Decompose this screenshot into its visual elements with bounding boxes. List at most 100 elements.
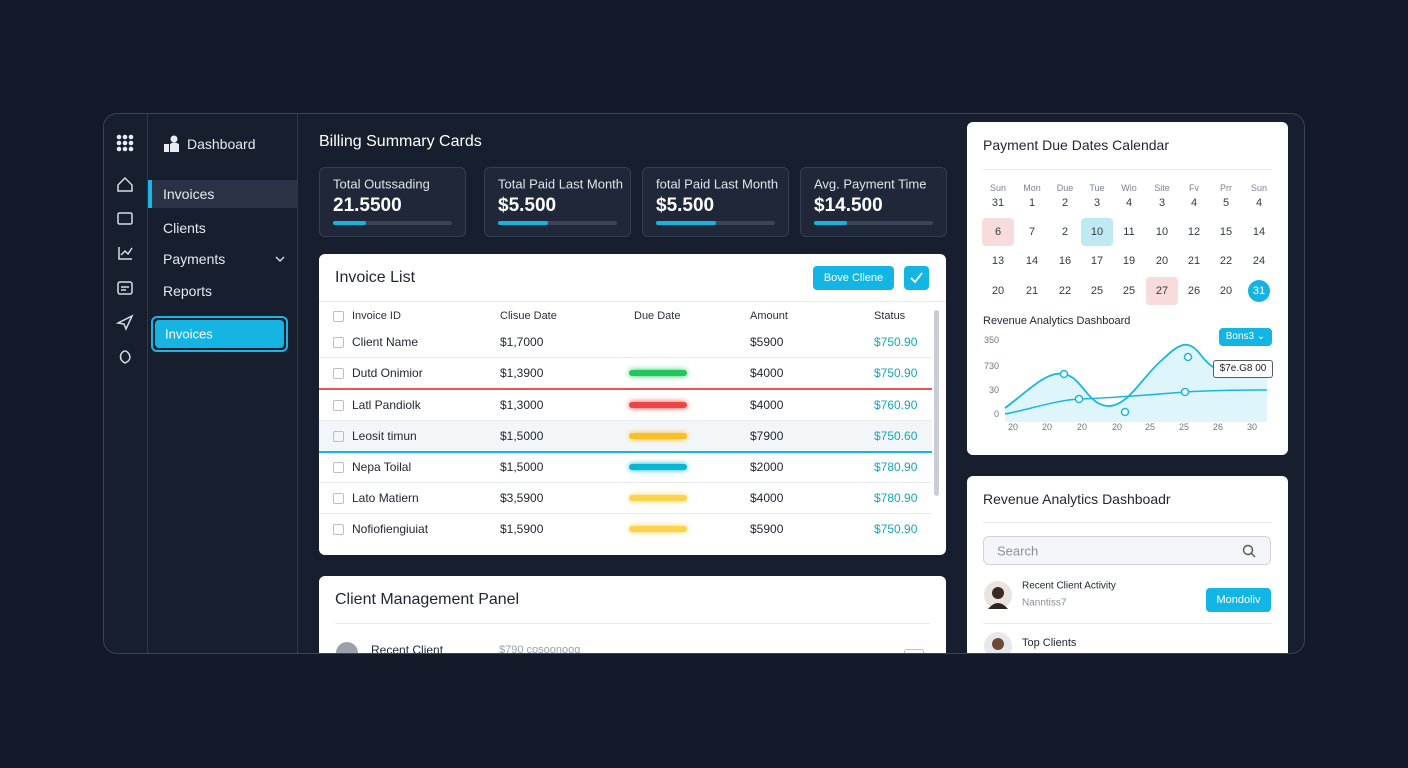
calendar-day[interactable]: 10 bbox=[1090, 226, 1104, 238]
activity-card: Revenue Analytics Dashboadr Search Recen… bbox=[967, 476, 1288, 653]
client-name: Recent Client bbox=[371, 643, 444, 654]
calendar-day[interactable]: 21 bbox=[1187, 255, 1201, 267]
calendar-day[interactable]: 20 bbox=[1155, 255, 1169, 267]
issue-date: $1,5000 bbox=[500, 429, 544, 443]
y-tick-label: 0 bbox=[993, 409, 999, 419]
calendar-day[interactable]: 25 bbox=[1122, 285, 1136, 297]
y-tick-label: 730 bbox=[983, 361, 999, 371]
calendar-day[interactable]: 20 bbox=[1219, 285, 1233, 297]
calendar-day[interactable]: 16 bbox=[1058, 255, 1072, 267]
calendar-day[interactable]: 2 bbox=[1061, 226, 1069, 238]
calendar-day[interactable]: 7 bbox=[1028, 226, 1036, 238]
calendar-day[interactable]: 21 bbox=[1025, 285, 1039, 297]
weekday: Fv bbox=[1189, 183, 1199, 193]
calendar-day[interactable]: 1 bbox=[1028, 197, 1036, 209]
issue-date: $1,3900 bbox=[500, 366, 544, 380]
nav-item[interactable]: Clients bbox=[163, 220, 206, 236]
calendar-day[interactable]: 22 bbox=[1058, 285, 1072, 297]
row-divider bbox=[319, 451, 932, 453]
amount: $4000 bbox=[750, 491, 784, 505]
calendar-day[interactable]: 24 bbox=[1252, 255, 1266, 267]
calendar-day[interactable]: 17 bbox=[1090, 255, 1104, 267]
search-placeholder: Search bbox=[997, 543, 1039, 559]
calendar-day[interactable]: 12 bbox=[1187, 226, 1201, 238]
due-pill bbox=[629, 464, 687, 470]
row-checkbox[interactable] bbox=[333, 462, 344, 473]
status: $750.90 bbox=[874, 522, 918, 536]
calendar-day[interactable]: 4 bbox=[1125, 197, 1133, 209]
activity-title: Recent Client Activity bbox=[1022, 580, 1116, 592]
issue-date: $1,3000 bbox=[500, 398, 544, 412]
chart-tooltip: $7e.G8 00 bbox=[1213, 360, 1273, 378]
nav-item[interactable]: Invoices bbox=[163, 186, 215, 202]
row-checkbox[interactable] bbox=[333, 400, 344, 411]
scrollbar bbox=[934, 310, 939, 496]
search-icon bbox=[1242, 544, 1256, 558]
calendar-day[interactable]: 25 bbox=[1090, 285, 1104, 297]
activity-button[interactable]: Mondoliv bbox=[1206, 588, 1271, 612]
row-checkbox[interactable] bbox=[333, 337, 344, 348]
calendar-day[interactable]: 14 bbox=[1025, 255, 1039, 267]
active-button[interactable] bbox=[155, 320, 284, 348]
x-tick-label: 20 bbox=[1111, 422, 1122, 432]
chart-button[interactable]: Bons3 ⌄ bbox=[1219, 328, 1272, 346]
calendar-day[interactable]: 19 bbox=[1122, 255, 1136, 267]
status: $750.90 bbox=[874, 366, 918, 380]
calendar-day[interactable]: 20 bbox=[991, 285, 1005, 297]
calendar-day[interactable]: 10 bbox=[1155, 226, 1169, 238]
weekday: Site bbox=[1154, 183, 1170, 193]
avatar bbox=[336, 642, 358, 653]
calendar-day[interactable]: 27 bbox=[1155, 285, 1169, 297]
invoice-id: Client Name bbox=[352, 335, 419, 349]
active-button-label: Invoices bbox=[165, 326, 213, 342]
calendar-day[interactable]: 6 bbox=[994, 226, 1002, 238]
divider bbox=[319, 301, 946, 302]
calendar-day[interactable]: 4 bbox=[1255, 197, 1263, 209]
summary-card: Avg. Payment Time $14.500 bbox=[800, 167, 947, 237]
calendar-day[interactable]: 4 bbox=[1190, 197, 1198, 209]
row-checkbox[interactable] bbox=[333, 524, 344, 535]
invoice-id: Dutd Onimior bbox=[352, 366, 423, 380]
search-box[interactable]: Search bbox=[983, 536, 1271, 565]
row-checkbox[interactable] bbox=[333, 431, 344, 442]
row-checkbox[interactable] bbox=[333, 493, 344, 504]
calendar-day[interactable]: 5 bbox=[1222, 197, 1230, 209]
amount: $4000 bbox=[750, 366, 784, 380]
calendar-day[interactable]: 31 bbox=[1252, 285, 1266, 297]
weekday: Tue bbox=[1089, 183, 1105, 193]
status: $750.90 bbox=[874, 335, 918, 349]
calendar-day[interactable]: 3 bbox=[1158, 197, 1166, 209]
amount: $2000 bbox=[750, 460, 784, 474]
card-title: Client Management Panel bbox=[335, 591, 520, 608]
rail-icons bbox=[115, 134, 134, 364]
calendar-day[interactable]: 22 bbox=[1219, 255, 1233, 267]
calendar-day[interactable]: 14 bbox=[1252, 226, 1266, 238]
row-icon bbox=[904, 649, 924, 653]
x-tick-label: 20 bbox=[1041, 422, 1052, 432]
revenue-curves bbox=[1004, 343, 1268, 422]
row-checkbox[interactable] bbox=[333, 368, 344, 379]
column-header: Due Date bbox=[634, 310, 681, 322]
chart-button-label: Bons3 bbox=[1225, 331, 1255, 342]
calendar-day[interactable]: 13 bbox=[991, 255, 1005, 267]
x-tick-label: 25 bbox=[1178, 422, 1189, 432]
calendar-day[interactable]: 2 bbox=[1061, 197, 1069, 209]
confirm-button[interactable] bbox=[904, 266, 929, 290]
calendar-day[interactable]: 31 bbox=[991, 197, 1005, 209]
calendar-day[interactable]: 26 bbox=[1187, 285, 1201, 297]
calendar-day[interactable]: 11 bbox=[1123, 226, 1135, 238]
header-checkbox bbox=[333, 311, 344, 322]
activity-subtitle: Nanntiss7 bbox=[1022, 597, 1067, 609]
progress-track bbox=[814, 221, 933, 225]
weekday: Mon bbox=[1023, 183, 1041, 193]
invoice-id: Nofiofiengiuiat bbox=[352, 522, 429, 536]
action-button[interactable]: Bove Cllene bbox=[813, 266, 894, 290]
avatar bbox=[984, 632, 1012, 653]
calendar-day[interactable]: 3 bbox=[1093, 197, 1101, 209]
calendar-day[interactable]: 15 bbox=[1219, 226, 1233, 238]
nav-item[interactable]: Payments bbox=[163, 251, 226, 267]
brand-icon bbox=[164, 135, 179, 152]
progress-track bbox=[333, 221, 452, 225]
weekday: Due bbox=[1056, 183, 1074, 193]
nav-item[interactable]: Reports bbox=[163, 283, 213, 299]
